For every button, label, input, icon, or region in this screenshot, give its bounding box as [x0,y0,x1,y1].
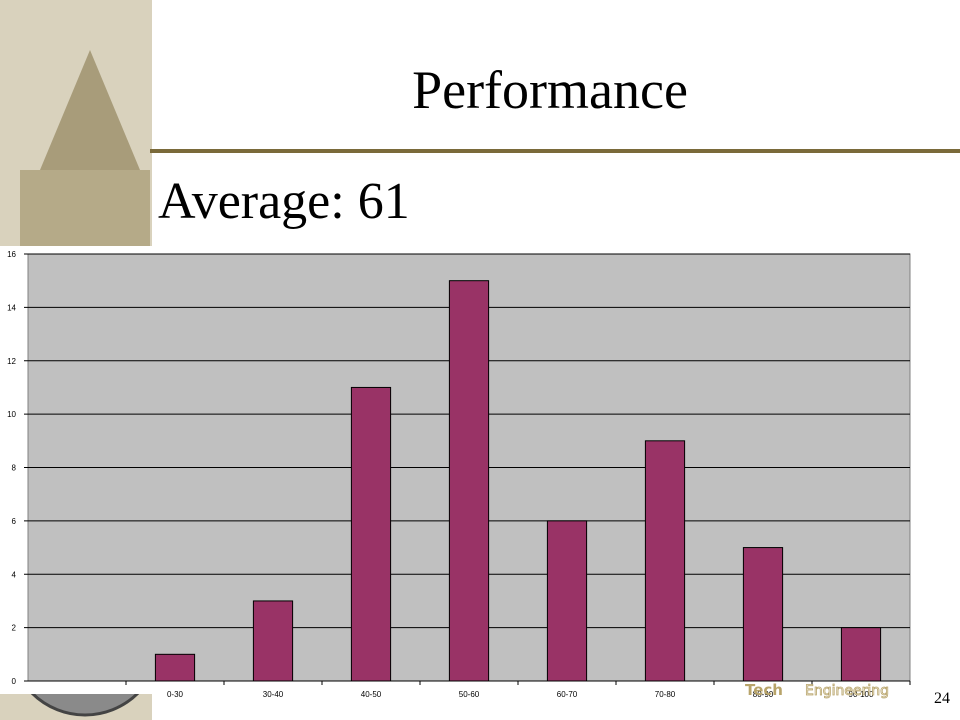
logo-right: Engineering [805,683,889,699]
y-tick-label: 12 [7,357,16,366]
y-tick-label: 2 [12,624,17,633]
page-number: 24 [934,690,950,707]
x-tick-label: 30-40 [263,690,284,699]
chart: 0 2 4 6 8 10 12 14 16 0-30 30-40 40-50 50-60 60-70 70-… [7,250,911,699]
logo-left: Tech [745,681,783,699]
bar [350,386,392,682]
y-tick-label: 4 [12,570,17,579]
x-tick-label: 70-80 [655,690,676,699]
y-tick-label: 8 [12,464,17,473]
bar [644,440,686,682]
bar [742,547,784,682]
y-tick-label: 0 [12,677,17,686]
x-tick-label: 0-30 [167,690,184,699]
slide-title: Performance [412,60,688,120]
y-tick-label: 6 [12,517,17,526]
building [20,170,150,260]
bar [448,280,490,682]
subtitle: Average: 61 [158,173,410,230]
x-tick-label: 90-100 [849,690,874,699]
bar [252,600,294,682]
bar [546,520,588,682]
bar [840,627,882,682]
tower [40,50,140,170]
y-tick-label: 10 [7,410,16,419]
x-tick-label: 50-60 [459,690,480,699]
y-tick-label: 16 [7,250,16,259]
y-tick-label: 14 [7,303,16,312]
x-tick-label: 60-70 [557,690,578,699]
x-tick-label: 40-50 [361,690,382,699]
bar [154,653,196,682]
x-tick-label: 80-90 [753,690,774,699]
